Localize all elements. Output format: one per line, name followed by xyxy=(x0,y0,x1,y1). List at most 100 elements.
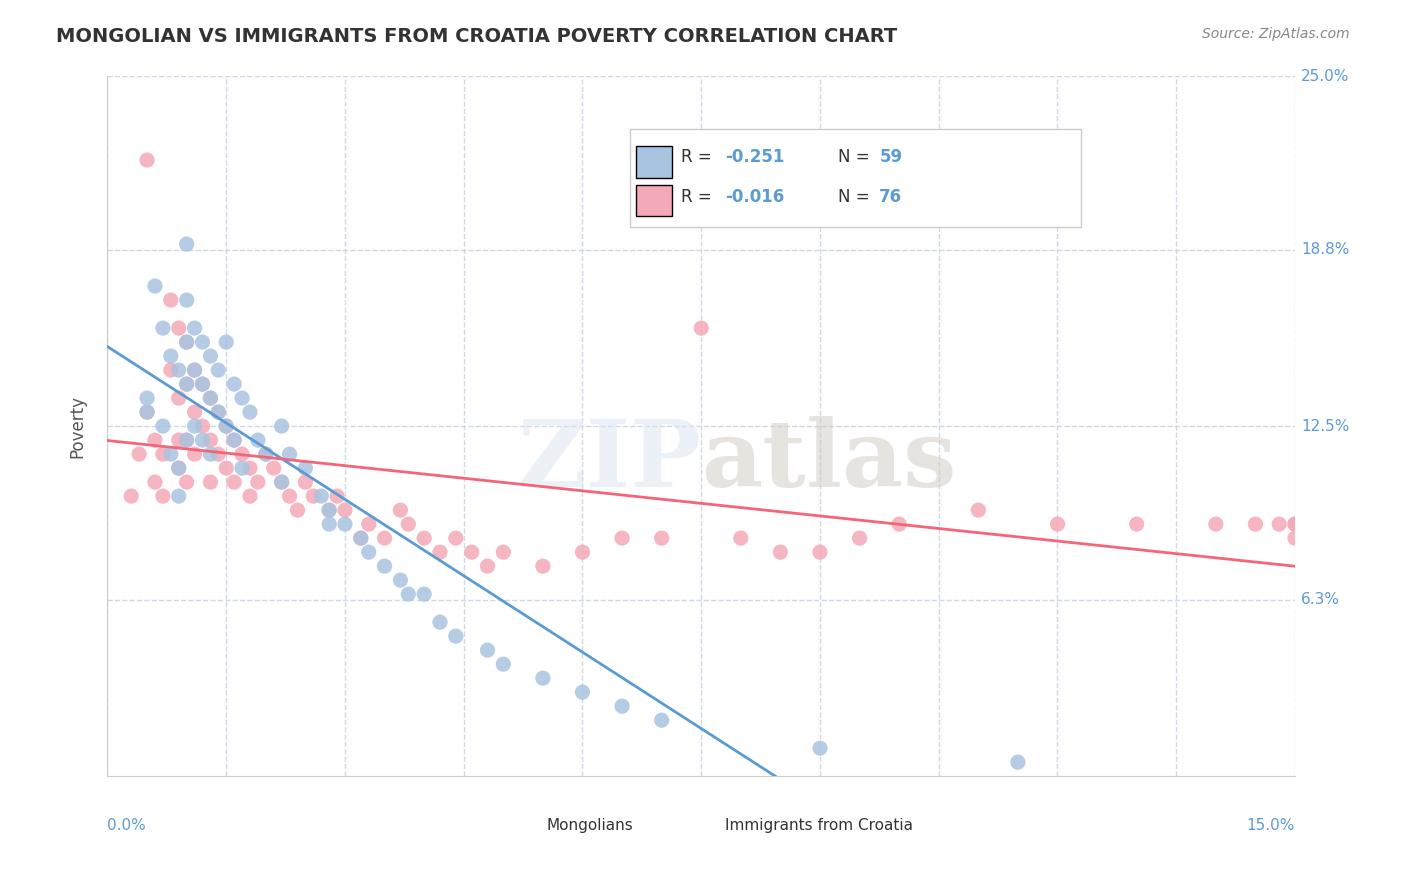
Point xyxy=(309,489,332,503)
Point xyxy=(224,433,246,447)
Point xyxy=(176,335,198,350)
Text: R =: R = xyxy=(681,147,717,166)
Text: N =: N = xyxy=(838,147,875,166)
Text: 25.0%: 25.0% xyxy=(1301,69,1350,84)
Point xyxy=(1284,517,1306,532)
FancyBboxPatch shape xyxy=(636,185,672,216)
Point xyxy=(1007,755,1029,769)
Point xyxy=(183,447,205,461)
Point xyxy=(136,391,159,405)
Point xyxy=(531,559,554,574)
Point xyxy=(610,531,633,545)
Point xyxy=(191,419,214,434)
Point xyxy=(159,363,181,377)
Text: Source: ZipAtlas.com: Source: ZipAtlas.com xyxy=(1202,27,1350,41)
Point xyxy=(571,545,593,559)
Point xyxy=(176,433,198,447)
Point xyxy=(651,713,673,727)
Point xyxy=(176,237,198,252)
Point xyxy=(128,447,150,461)
Point xyxy=(143,475,166,489)
FancyBboxPatch shape xyxy=(636,146,672,178)
Point xyxy=(357,545,380,559)
Point xyxy=(429,615,451,629)
Point xyxy=(318,503,340,517)
Point xyxy=(167,391,190,405)
Point xyxy=(207,405,229,419)
Point xyxy=(159,349,181,363)
Point xyxy=(120,489,142,503)
Point xyxy=(200,447,222,461)
Point xyxy=(239,461,262,475)
Point xyxy=(444,531,467,545)
Point xyxy=(207,405,229,419)
Point xyxy=(231,461,253,475)
Point xyxy=(429,545,451,559)
Point xyxy=(183,419,205,434)
Point xyxy=(176,377,198,392)
Point xyxy=(571,685,593,699)
Text: -0.016: -0.016 xyxy=(725,188,785,206)
Point xyxy=(200,391,222,405)
Point xyxy=(396,587,419,601)
Point xyxy=(215,419,238,434)
Point xyxy=(270,475,292,489)
Point xyxy=(610,699,633,714)
Point xyxy=(270,419,292,434)
Point xyxy=(152,447,174,461)
Text: Mongolians: Mongolians xyxy=(547,818,634,833)
Point xyxy=(302,489,325,503)
Point xyxy=(215,461,238,475)
Point xyxy=(176,293,198,307)
Text: 0.0%: 0.0% xyxy=(107,818,146,833)
Point xyxy=(136,405,159,419)
Point xyxy=(191,377,214,392)
Point xyxy=(690,321,713,335)
Point xyxy=(176,377,198,392)
Point xyxy=(1284,517,1306,532)
Point xyxy=(1284,531,1306,545)
Point xyxy=(492,657,515,672)
Point xyxy=(191,335,214,350)
Point xyxy=(350,531,373,545)
Point xyxy=(239,405,262,419)
Point xyxy=(350,531,373,545)
Text: Immigrants from Croatia: Immigrants from Croatia xyxy=(725,818,912,833)
Point xyxy=(278,447,301,461)
Point xyxy=(651,531,673,545)
Point xyxy=(413,587,436,601)
Point xyxy=(176,335,198,350)
Point xyxy=(224,377,246,392)
Point xyxy=(136,153,159,167)
Text: atlas: atlas xyxy=(702,416,956,506)
Text: 59: 59 xyxy=(879,147,903,166)
Point xyxy=(769,545,792,559)
Point xyxy=(333,517,356,532)
Point xyxy=(215,335,238,350)
Point xyxy=(254,447,277,461)
Point xyxy=(294,461,316,475)
Text: N =: N = xyxy=(838,188,875,206)
Point xyxy=(246,475,269,489)
Point xyxy=(318,503,340,517)
Point xyxy=(318,517,340,532)
Point xyxy=(183,363,205,377)
Point xyxy=(730,531,752,545)
Point xyxy=(191,433,214,447)
Point xyxy=(207,447,229,461)
Point xyxy=(167,321,190,335)
Point xyxy=(270,475,292,489)
Point xyxy=(848,531,870,545)
Point xyxy=(278,489,301,503)
Point xyxy=(159,447,181,461)
Point xyxy=(246,433,269,447)
Text: Poverty: Poverty xyxy=(69,394,87,458)
Point xyxy=(808,741,831,756)
Point xyxy=(191,377,214,392)
Point xyxy=(159,293,181,307)
Point xyxy=(239,489,262,503)
Point xyxy=(531,671,554,685)
Point xyxy=(477,643,499,657)
Text: 15.0%: 15.0% xyxy=(1247,818,1295,833)
Point xyxy=(207,363,229,377)
